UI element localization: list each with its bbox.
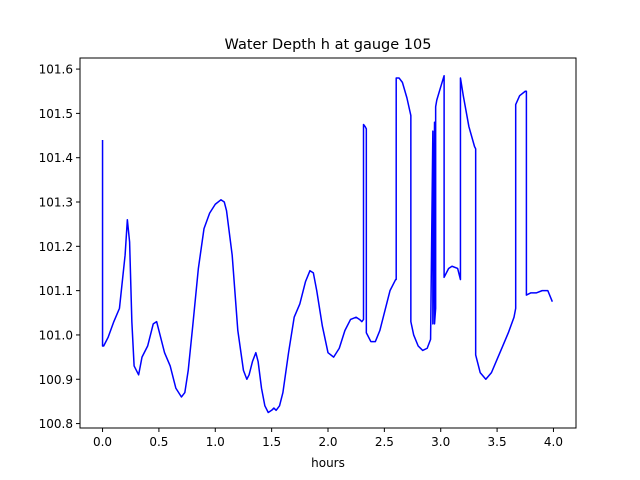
axes-frame (79, 57, 577, 429)
y-tick-label: 101.3 (39, 196, 73, 210)
x-tick-label: 1.5 (262, 435, 281, 449)
y-tick-label: 101.4 (39, 151, 73, 165)
y-axis: 100.8 100.9 101.0 101.1 101.2 101.3 101.4 101.5… (39, 63, 80, 431)
x-axis-label: hours (311, 456, 345, 470)
y-tick-label: 101.0 (39, 328, 73, 342)
x-tick-label: 2.5 (375, 435, 394, 449)
y-tick-label: 101.5 (39, 107, 73, 121)
x-tick-label: 0.5 (149, 435, 168, 449)
y-tick-label: 101.2 (39, 240, 73, 254)
chart-title: Water Depth h at gauge 105 (225, 37, 432, 53)
x-axis: 0.0 0.5 1.0 1.5 2.0 2.5 3.0 3.5 4.0 (93, 428, 563, 449)
x-tick-label: 4.0 (544, 435, 563, 449)
x-tick-label: 2.0 (318, 435, 337, 449)
x-tick-label: 3.0 (431, 435, 450, 449)
y-tick-label: 100.9 (39, 373, 73, 387)
x-tick-label: 1.0 (206, 435, 225, 449)
y-tick-label: 101.6 (39, 63, 73, 77)
x-tick-label: 0.0 (93, 435, 112, 449)
x-tick-label: 3.5 (488, 435, 507, 449)
plot-area (101, 74, 554, 414)
y-tick-label: 100.8 (39, 417, 73, 431)
y-tick-label: 101.1 (39, 284, 73, 298)
series-line-0 (101, 74, 554, 414)
